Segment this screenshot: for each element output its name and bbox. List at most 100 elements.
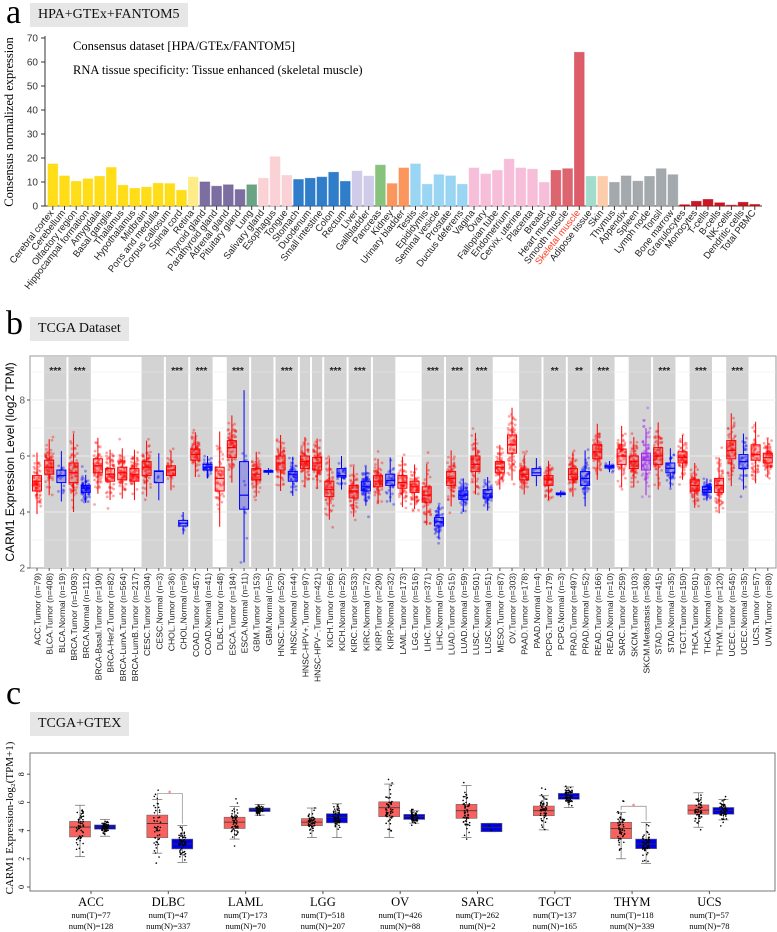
data-point — [111, 464, 115, 468]
data-point — [124, 482, 128, 486]
data-point — [233, 810, 236, 813]
data-point — [620, 838, 622, 840]
shaded-column — [470, 357, 493, 568]
data-point — [37, 461, 41, 465]
data-point — [104, 825, 107, 828]
y-tick-label: 4 — [17, 829, 26, 833]
data-point — [82, 820, 85, 823]
data-point — [147, 468, 151, 472]
data-point — [465, 838, 468, 840]
data-point — [105, 829, 108, 831]
significance-marker: *** — [330, 366, 342, 377]
annotation: RNA tissue specificity: Tissue enhanced … — [73, 63, 363, 77]
data-point — [196, 457, 200, 461]
data-point — [68, 456, 72, 460]
panel-a-letter: a — [6, 0, 22, 31]
data-point — [648, 833, 650, 836]
data-point — [645, 839, 648, 841]
data-point — [195, 456, 199, 459]
data-point — [135, 474, 139, 478]
data-point — [183, 834, 186, 837]
box — [56, 469, 67, 484]
num-tumor: num(T)=47 — [149, 910, 188, 920]
data-point — [567, 799, 569, 802]
data-point — [93, 473, 96, 477]
data-point — [141, 486, 145, 490]
num-normal: num(N)=128 — [69, 921, 113, 931]
data-point — [543, 796, 545, 799]
data-point — [80, 478, 84, 482]
data-point — [72, 464, 76, 467]
data-point — [84, 489, 88, 493]
data-point — [338, 807, 340, 810]
data-point — [157, 825, 159, 828]
data-point — [191, 461, 195, 465]
data-point — [566, 794, 569, 796]
data-point — [73, 464, 77, 468]
shaded-column — [726, 357, 749, 568]
data-point — [123, 475, 127, 479]
data-point — [75, 830, 78, 832]
num-normal: num(N)=88 — [380, 921, 420, 931]
data-point — [142, 478, 146, 482]
data-point — [112, 494, 115, 498]
data-point — [38, 464, 42, 467]
data-point — [308, 821, 311, 823]
data-point — [309, 832, 312, 835]
data-point — [78, 821, 80, 824]
data-point — [141, 453, 145, 456]
data-point — [75, 485, 79, 489]
data-point — [131, 478, 135, 482]
significance-marker: *** — [171, 366, 183, 377]
data-point — [308, 825, 311, 828]
data-point — [333, 820, 336, 822]
data-point — [410, 809, 413, 811]
data-point — [135, 487, 139, 491]
data-point — [106, 469, 109, 473]
data-point — [49, 448, 53, 452]
data-point — [236, 812, 239, 814]
shaded-column — [251, 357, 274, 568]
data-point — [184, 842, 187, 844]
data-point — [33, 483, 37, 486]
data-point — [37, 482, 41, 486]
x-tick-label: ACC.Tumor (n=79) — [33, 573, 43, 646]
data-point — [88, 495, 91, 499]
data-point — [642, 846, 645, 848]
data-point — [641, 848, 644, 850]
data-point — [337, 809, 339, 811]
data-point — [104, 820, 106, 823]
data-point — [148, 454, 152, 458]
data-point — [47, 469, 50, 473]
x-tick-label: BRCA-Her2.Tumor (n=82) — [106, 573, 116, 673]
data-point — [79, 825, 81, 827]
group-label: SARC — [461, 895, 494, 909]
data-point — [75, 452, 79, 455]
data-point — [647, 842, 649, 844]
data-point — [233, 829, 236, 832]
data-point — [38, 493, 42, 497]
data-point — [389, 796, 391, 799]
data-point — [117, 460, 121, 464]
data-point — [190, 445, 194, 449]
data-point — [80, 829, 82, 832]
data-point — [415, 819, 418, 822]
data-point — [338, 821, 341, 824]
data-point — [111, 476, 115, 480]
data-point — [77, 818, 80, 821]
data-point — [195, 454, 198, 458]
data-point — [390, 802, 392, 805]
box — [105, 468, 116, 482]
data-point — [646, 840, 649, 843]
data-point — [184, 855, 187, 858]
data-point — [467, 813, 469, 816]
data-point — [416, 810, 418, 813]
data-point — [236, 833, 238, 836]
data-point — [542, 809, 545, 812]
data-point — [48, 469, 52, 473]
box — [32, 475, 42, 492]
data-point — [37, 485, 40, 489]
data-point — [81, 809, 84, 811]
data-point — [544, 809, 547, 812]
group-label: THYM — [614, 895, 651, 909]
